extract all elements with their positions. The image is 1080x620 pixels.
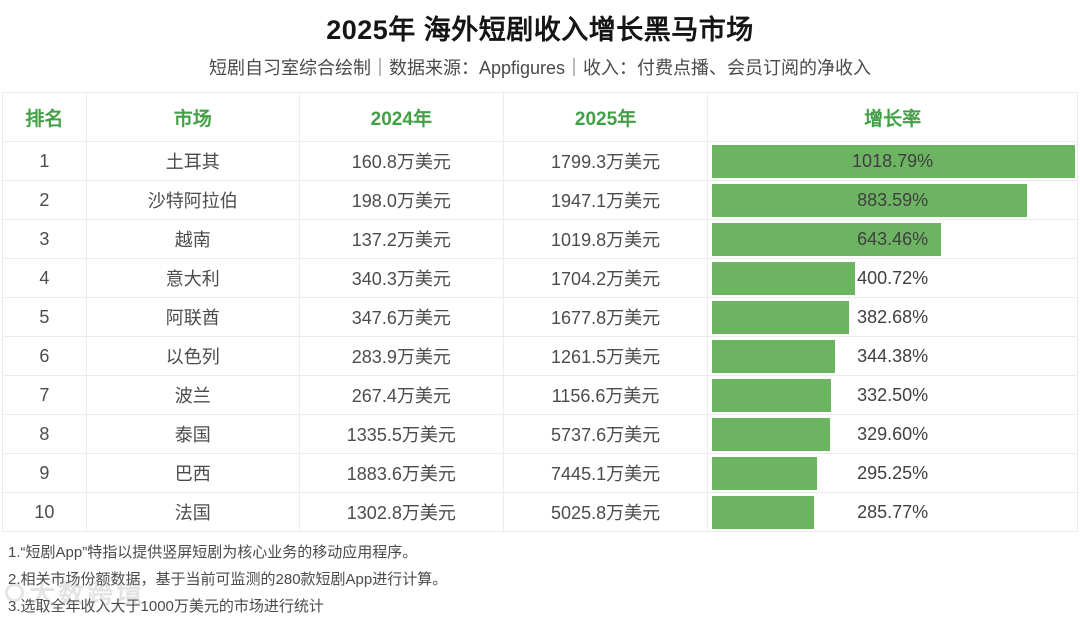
growth-bar — [712, 301, 849, 334]
table-header-row: 排名 市场 2024年 2025年 增长率 — [3, 93, 1078, 142]
rank-cell: 8 — [3, 415, 87, 454]
market-cell: 泰国 — [86, 415, 300, 454]
header-2024: 2024年 — [299, 93, 504, 142]
revenue-2024-cell: 347.6万美元 — [299, 298, 504, 337]
header-growth: 增长率 — [708, 93, 1078, 142]
growth-bar — [712, 184, 1027, 217]
growth-label: 332.50% — [857, 384, 929, 405]
market-cell: 越南 — [86, 220, 300, 259]
table-row: 5 阿联酋 347.6万美元 1677.8万美元 382.68% — [3, 298, 1078, 337]
growth-cell: 1018.79% — [708, 142, 1078, 181]
growth-label: 1018.79% — [852, 150, 934, 171]
revenue-2025-cell: 1261.5万美元 — [503, 337, 709, 376]
rank-cell: 6 — [3, 337, 87, 376]
page-title: 2025年 海外短剧收入增长黑马市场 — [326, 15, 754, 45]
growth-bar — [712, 457, 818, 490]
market-cell: 波兰 — [86, 376, 300, 415]
revenue-2024-cell: 198.0万美元 — [299, 181, 504, 220]
market-cell: 以色列 — [86, 337, 300, 376]
growth-bar — [712, 262, 855, 295]
rank-cell: 3 — [3, 220, 87, 259]
rank-cell: 1 — [3, 142, 87, 181]
growth-label: 344.38% — [857, 345, 929, 366]
revenue-2025-cell: 1947.1万美元 — [503, 181, 709, 220]
table-row: 3 越南 137.2万美元 1019.8万美元 643.46% — [3, 220, 1078, 259]
revenue-2024-cell: 283.9万美元 — [299, 337, 504, 376]
header-market: 市场 — [86, 93, 300, 142]
growth-cell: 285.77% — [708, 493, 1078, 532]
revenue-2024-cell: 267.4万美元 — [299, 376, 504, 415]
revenue-2024-cell: 137.2万美元 — [299, 220, 504, 259]
table-row: 8 泰国 1335.5万美元 5737.6万美元 329.60% — [3, 415, 1078, 454]
footnote-1: 1.“短剧App”特指以提供竖屏短剧为核心业务的移动应用程序。 — [8, 544, 418, 561]
growth-cell: 643.46% — [708, 220, 1078, 259]
growth-cell: 400.72% — [708, 259, 1078, 298]
rank-cell: 7 — [3, 376, 87, 415]
growth-label: 643.46% — [857, 228, 929, 249]
growth-bar — [712, 340, 835, 373]
table-row: 2 沙特阿拉伯 198.0万美元 1947.1万美元 883.59% — [3, 181, 1078, 220]
revenue-2025-cell: 5737.6万美元 — [503, 415, 709, 454]
growth-label: 883.59% — [857, 189, 929, 210]
growth-bar — [712, 145, 1076, 178]
header-rank: 排名 — [3, 93, 87, 142]
table-row: 9 巴西 1883.6万美元 7445.1万美元 295.25% — [3, 454, 1078, 493]
revenue-2024-cell: 1883.6万美元 — [299, 454, 504, 493]
market-growth-table: 排名 市场 2024年 2025年 增长率 1 土耳其 160.8万美元 179… — [2, 92, 1078, 532]
market-cell: 阿联酋 — [86, 298, 300, 337]
rank-cell: 5 — [3, 298, 87, 337]
growth-cell: 344.38% — [708, 337, 1078, 376]
revenue-2025-cell: 1704.2万美元 — [503, 259, 709, 298]
rank-cell: 9 — [3, 454, 87, 493]
revenue-2024-cell: 160.8万美元 — [299, 142, 504, 181]
rank-cell: 2 — [3, 181, 87, 220]
revenue-2025-cell: 1156.6万美元 — [503, 376, 709, 415]
growth-bar — [712, 379, 831, 412]
growth-label: 329.60% — [857, 423, 929, 444]
table-row: 1 土耳其 160.8万美元 1799.3万美元 1018.79% — [3, 142, 1078, 181]
growth-label: 400.72% — [857, 267, 929, 288]
revenue-2025-cell: 1677.8万美元 — [503, 298, 709, 337]
growth-cell: 332.50% — [708, 376, 1078, 415]
growth-bar — [712, 223, 942, 256]
revenue-2024-cell: 1302.8万美元 — [299, 493, 504, 532]
revenue-2025-cell: 7445.1万美元 — [503, 454, 709, 493]
chart-header: 2025年 海外短剧收入增长黑马市场 短剧自习室综合绘制｜数据来源：Appfig… — [0, 0, 1080, 79]
revenue-2024-cell: 340.3万美元 — [299, 259, 504, 298]
market-cell: 意大利 — [86, 259, 300, 298]
market-cell: 土耳其 — [86, 142, 300, 181]
footnotes: 1.“短剧App”特指以提供竖屏短剧为核心业务的移动应用程序。 2.相关市场份额… — [0, 532, 1080, 620]
market-cell: 沙特阿拉伯 — [86, 181, 300, 220]
revenue-2025-cell: 5025.8万美元 — [503, 493, 709, 532]
growth-label: 295.25% — [857, 462, 929, 483]
growth-cell: 295.25% — [708, 454, 1078, 493]
revenue-2024-cell: 1335.5万美元 — [299, 415, 504, 454]
page-subtitle: 短剧自习室综合绘制｜数据来源：Appfigures｜收入：付费点播、会员订阅的净… — [208, 58, 872, 78]
table-row: 7 波兰 267.4万美元 1156.6万美元 332.50% — [3, 376, 1078, 415]
rank-cell: 4 — [3, 259, 87, 298]
market-cell: 法国 — [86, 493, 300, 532]
revenue-2025-cell: 1019.8万美元 — [503, 220, 709, 259]
growth-label: 382.68% — [857, 306, 929, 327]
footnote-3: 3.选取全年收入大于1000万美元的市场进行统计 — [8, 598, 324, 615]
table-row: 4 意大利 340.3万美元 1704.2万美元 400.72% — [3, 259, 1078, 298]
growth-cell: 382.68% — [708, 298, 1078, 337]
footnote-2: 2.相关市场份额数据，基于当前可监测的280款短剧App进行计算。 — [8, 571, 448, 588]
growth-cell: 329.60% — [708, 415, 1078, 454]
growth-label: 285.77% — [857, 501, 929, 522]
table-row: 10 法国 1302.8万美元 5025.8万美元 285.77% — [3, 493, 1078, 532]
market-cell: 巴西 — [86, 454, 300, 493]
growth-cell: 883.59% — [708, 181, 1078, 220]
growth-bar — [712, 418, 830, 451]
growth-bar — [712, 496, 814, 529]
table-row: 6 以色列 283.9万美元 1261.5万美元 344.38% — [3, 337, 1078, 376]
revenue-2025-cell: 1799.3万美元 — [503, 142, 709, 181]
header-2025: 2025年 — [503, 93, 709, 142]
rank-cell: 10 — [3, 493, 87, 532]
